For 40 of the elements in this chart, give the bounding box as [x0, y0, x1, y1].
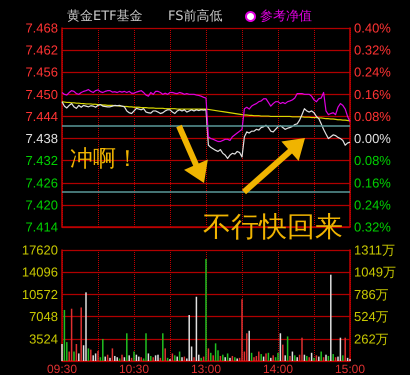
y2-tick-label: 0.32%	[354, 42, 392, 58]
y2-tick-label: 0.24%	[354, 64, 392, 80]
y-tick-label: 7.432	[25, 153, 58, 168]
x-tick-label: 09:30	[46, 362, 78, 375]
y-tick-label: 14096	[22, 264, 58, 280]
y-tick-label: 7.420	[25, 197, 58, 212]
x-tick-label: 13:00	[190, 362, 222, 375]
y-tick-label: 10572	[22, 286, 58, 302]
x-tick-label: 15:00	[334, 362, 366, 375]
y2-tick-label: 0.32%	[354, 220, 392, 234]
chart-subtitle: FS前高低	[168, 8, 223, 24]
legend-label: 参考净值	[260, 9, 312, 24]
y2-tick-label: 0.24%	[354, 197, 392, 212]
y2-tick-label: 524万	[354, 309, 389, 324]
y-tick-label: 7.414	[25, 220, 58, 234]
line-series	[61, 88, 351, 142]
y-tick-label: 7.426	[25, 175, 58, 190]
x-tick-label: 10:30	[118, 362, 150, 375]
y2-tick-label: 786万	[354, 286, 389, 302]
y-tick-label: 7.438	[25, 131, 58, 146]
y2-tick-label: 0.16%	[354, 175, 392, 190]
y2-tick-label: 1049万	[354, 264, 396, 280]
y-tick-label: 7.468	[25, 20, 58, 36]
y2-tick-label: 262万	[354, 331, 389, 346]
y-tick-label: 7048	[29, 309, 58, 324]
y-tick-label: 7.462	[25, 42, 58, 58]
y2-tick-label: 1311万	[354, 242, 395, 258]
y-tick-label: 7.450	[25, 86, 58, 102]
chart-title: 黄金ETF基金	[67, 9, 143, 24]
y2-tick-label: 0.08%	[354, 153, 392, 168]
x-tick-label: 14:00	[262, 362, 294, 375]
y2-tick-label: 0.08%	[354, 108, 392, 124]
line-series	[61, 101, 351, 122]
y2-tick-label: 0.16%	[354, 86, 392, 102]
y-tick-label: 7.456	[25, 64, 58, 80]
y-tick-label: 17620	[22, 242, 58, 258]
y2-tick-label: 0.40%	[354, 20, 392, 36]
y-tick-label: 7.444	[25, 108, 58, 124]
y2-tick-label: 0.00%	[354, 131, 392, 146]
y-tick-label: 3524	[29, 331, 58, 346]
